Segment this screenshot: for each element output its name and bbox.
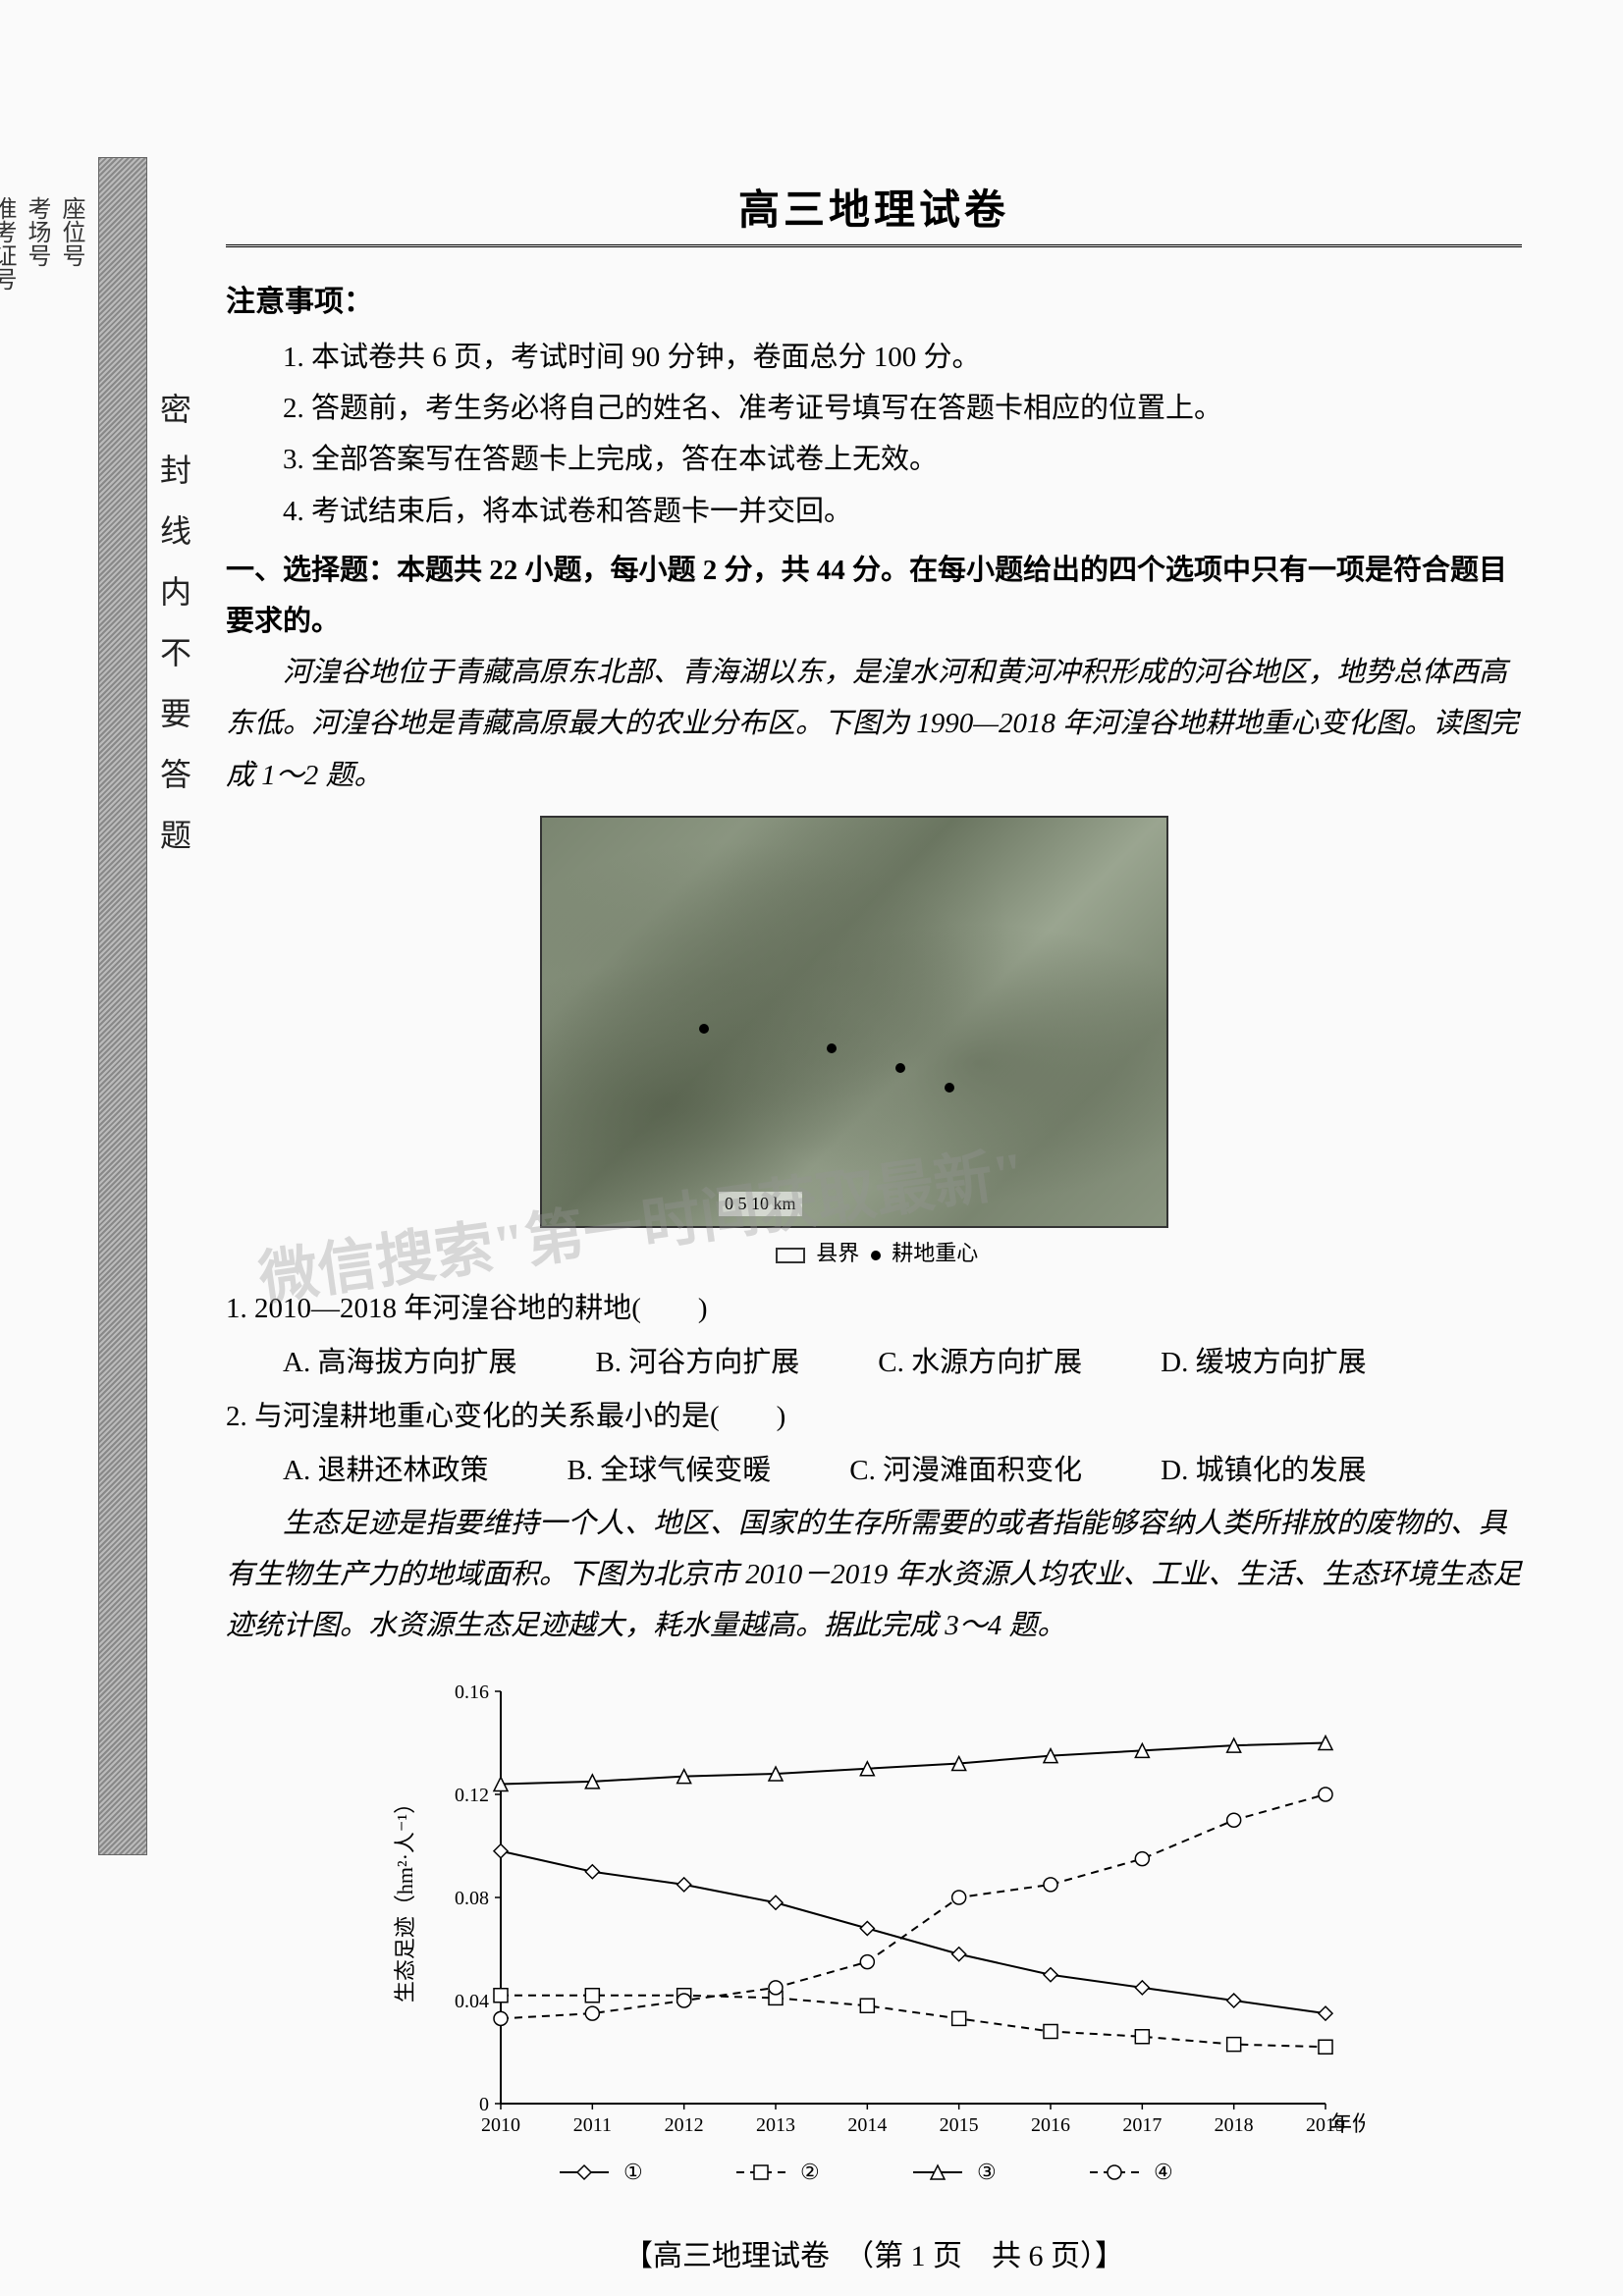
q1-opt-c: C. 水源方向扩展: [878, 1336, 1082, 1390]
map-dot-1990: [699, 1024, 709, 1034]
q2-stem: 2. 与河湟耕地重心变化的关系最小的是( ): [226, 1390, 1522, 1444]
svg-text:2017: 2017: [1122, 2114, 1162, 2136]
svg-text:2013: 2013: [756, 2114, 795, 2136]
map-dot-2010: [895, 1063, 905, 1073]
q1-opt-b: B. 河谷方向扩展: [595, 1336, 799, 1390]
svg-text:0.16: 0.16: [455, 1682, 489, 1703]
map-image: 0 5 10 km: [540, 816, 1168, 1228]
svg-text:③: ③: [977, 2160, 997, 2184]
label-room: 考场号: [20, 196, 54, 1816]
binding-labels: 座位号 考场号 准考证号 姓名 班级 学校: [59, 157, 88, 1855]
svg-text:2015: 2015: [940, 2114, 979, 2136]
q2-opt-d: D. 城镇化的发展: [1161, 1444, 1366, 1498]
svg-text:0: 0: [479, 2094, 489, 2115]
svg-text:①: ①: [623, 2160, 643, 2184]
label-examid: 准考证号: [0, 196, 20, 1816]
map-legend: 县界 耕地重心: [540, 1236, 1208, 1267]
notice-item-2: 2. 答题前，考生务必将自己的姓名、准考证号填写在答题卡相应的位置上。: [226, 383, 1522, 434]
notice-item-3: 3. 全部答案写在答题卡上完成，答在本试卷上无效。: [226, 434, 1522, 485]
notice-item-1: 1. 本试卷共 6 页，考试时间 90 分钟，卷面总分 100 分。: [226, 332, 1522, 383]
title-divider: [226, 244, 1522, 247]
map-figure: 0 5 10 km 县界 耕地重心: [540, 816, 1208, 1267]
svg-text:2010: 2010: [481, 2114, 520, 2136]
legend-boundary-label: 县界: [816, 1241, 859, 1265]
passage-2: 生态足迹是指要维持一个人、地区、国家的生存所需要的或者指能够容纳人类所排放的废物…: [226, 1498, 1522, 1652]
q2-opt-a: A. 退耕还林政策: [283, 1444, 488, 1498]
svg-text:2016: 2016: [1031, 2114, 1070, 2136]
svg-text:④: ④: [1154, 2160, 1173, 2184]
q1-options: A. 高海拔方向扩展 B. 河谷方向扩展 C. 水源方向扩展 D. 缓坡方向扩展: [226, 1336, 1522, 1390]
legend-dot-icon: [871, 1251, 881, 1260]
section1-header: 一、选择题：本题共 22 小题，每小题 2 分，共 44 分。在每小题给出的四个…: [226, 545, 1522, 647]
exam-title: 高三地理试卷: [226, 177, 1522, 237]
svg-text:2014: 2014: [847, 2114, 887, 2136]
q2-opt-b: B. 全球气候变暖: [567, 1444, 771, 1498]
line-chart: 0 0.04 0.08 0.12 0.16 2010 2011 2012 2013 2014 201…: [383, 1672, 1365, 2202]
q1-opt-d: D. 缓坡方向扩展: [1161, 1336, 1366, 1390]
q1-stem: 1. 2010—2018 年河湟谷地的耕地( ): [226, 1282, 1522, 1336]
svg-text:2011: 2011: [573, 2114, 612, 2136]
svg-text:2018: 2018: [1215, 2114, 1254, 2136]
svg-text:生态足迹（hm²·人⁻¹）: 生态足迹（hm²·人⁻¹）: [393, 1792, 417, 2002]
svg-text:年份: 年份: [1330, 2111, 1365, 2136]
binding-edge-pattern: [98, 157, 147, 1855]
svg-text:0.08: 0.08: [455, 1888, 489, 1909]
q2-opt-c: C. 河漫滩面积变化: [849, 1444, 1082, 1498]
map-scale-bar: 0 5 10 km: [719, 1192, 802, 1216]
map-dot-2018: [945, 1083, 954, 1093]
notice-item-4: 4. 考试结束后，将本试卷和答题卡一并交回。: [226, 486, 1522, 537]
svg-text:②: ②: [800, 2160, 820, 2184]
seal-line-text: 密封线内不要答题: [157, 393, 196, 880]
q1-opt-a: A. 高海拔方向扩展: [283, 1336, 516, 1390]
legend-box-icon: [776, 1248, 805, 1263]
legend-center-label: 耕地重心: [892, 1241, 978, 1265]
page-container: 座位号 考场号 准考证号 姓名 班级 学校 密封线内不要答题 高三地理试卷 注意…: [0, 0, 1623, 2296]
passage-1: 河湟谷地位于青藏高原东北部、青海湖以东，是湟水河和黄河冲积形成的河谷地区，地势总…: [226, 647, 1522, 801]
q2-options: A. 退耕还林政策 B. 全球气候变暖 C. 河漫滩面积变化 D. 城镇化的发展: [226, 1444, 1522, 1498]
svg-text:0.04: 0.04: [455, 1991, 489, 2012]
svg-text:2012: 2012: [665, 2114, 704, 2136]
svg-text:0.12: 0.12: [455, 1785, 489, 1806]
page-footer: 【高三地理试卷 （第 1 页 共 6 页）】: [226, 2231, 1522, 2274]
chart-svg: 0 0.04 0.08 0.12 0.16 2010 2011 2012 2013 2014 201…: [383, 1672, 1365, 2202]
map-dot-2000: [827, 1043, 837, 1053]
notice-header: 注意事项：: [226, 277, 1522, 320]
label-seat: 座位号: [54, 196, 88, 1816]
map-terrain: [542, 818, 1166, 1226]
main-content: 高三地理试卷 注意事项： 1. 本试卷共 6 页，考试时间 90 分钟，卷面总分…: [226, 177, 1522, 2274]
